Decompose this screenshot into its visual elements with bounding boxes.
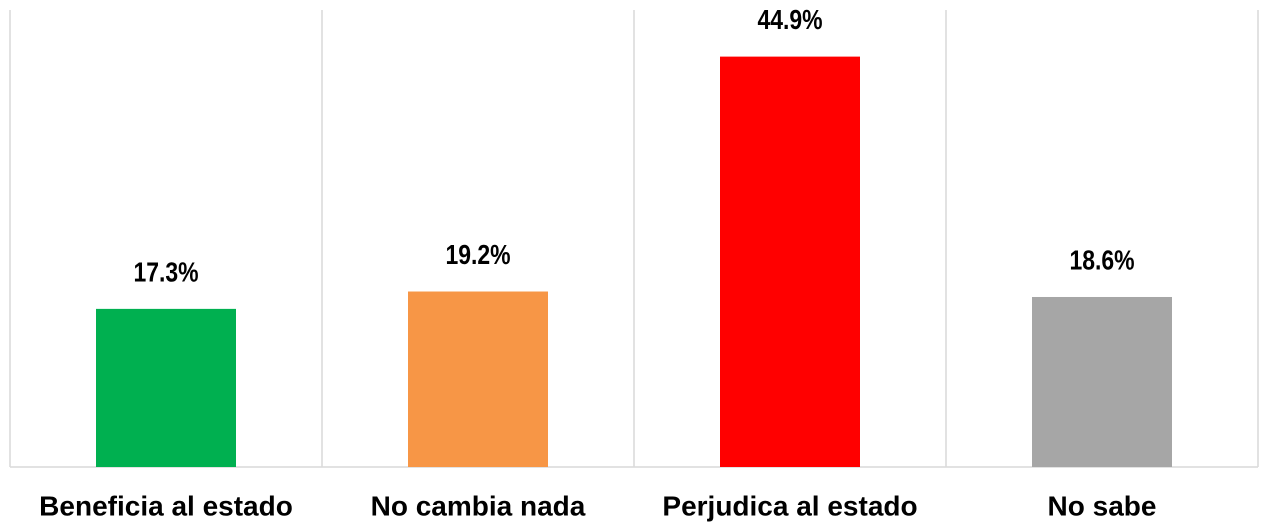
value-label: 17.3% [133,257,198,288]
bar [408,291,548,467]
x-tick-label: No sabe [1048,490,1157,521]
x-tick-label: Perjudica al estado [662,490,917,521]
x-tick-label: No cambia nada [371,490,586,521]
x-tick-label: Beneficia al estado [39,490,293,521]
value-label: 18.6% [1069,245,1134,276]
bar [96,308,236,467]
value-label: 44.9% [757,5,822,36]
bar [720,56,860,467]
bar [1032,296,1172,467]
value-label: 19.2% [445,240,510,271]
